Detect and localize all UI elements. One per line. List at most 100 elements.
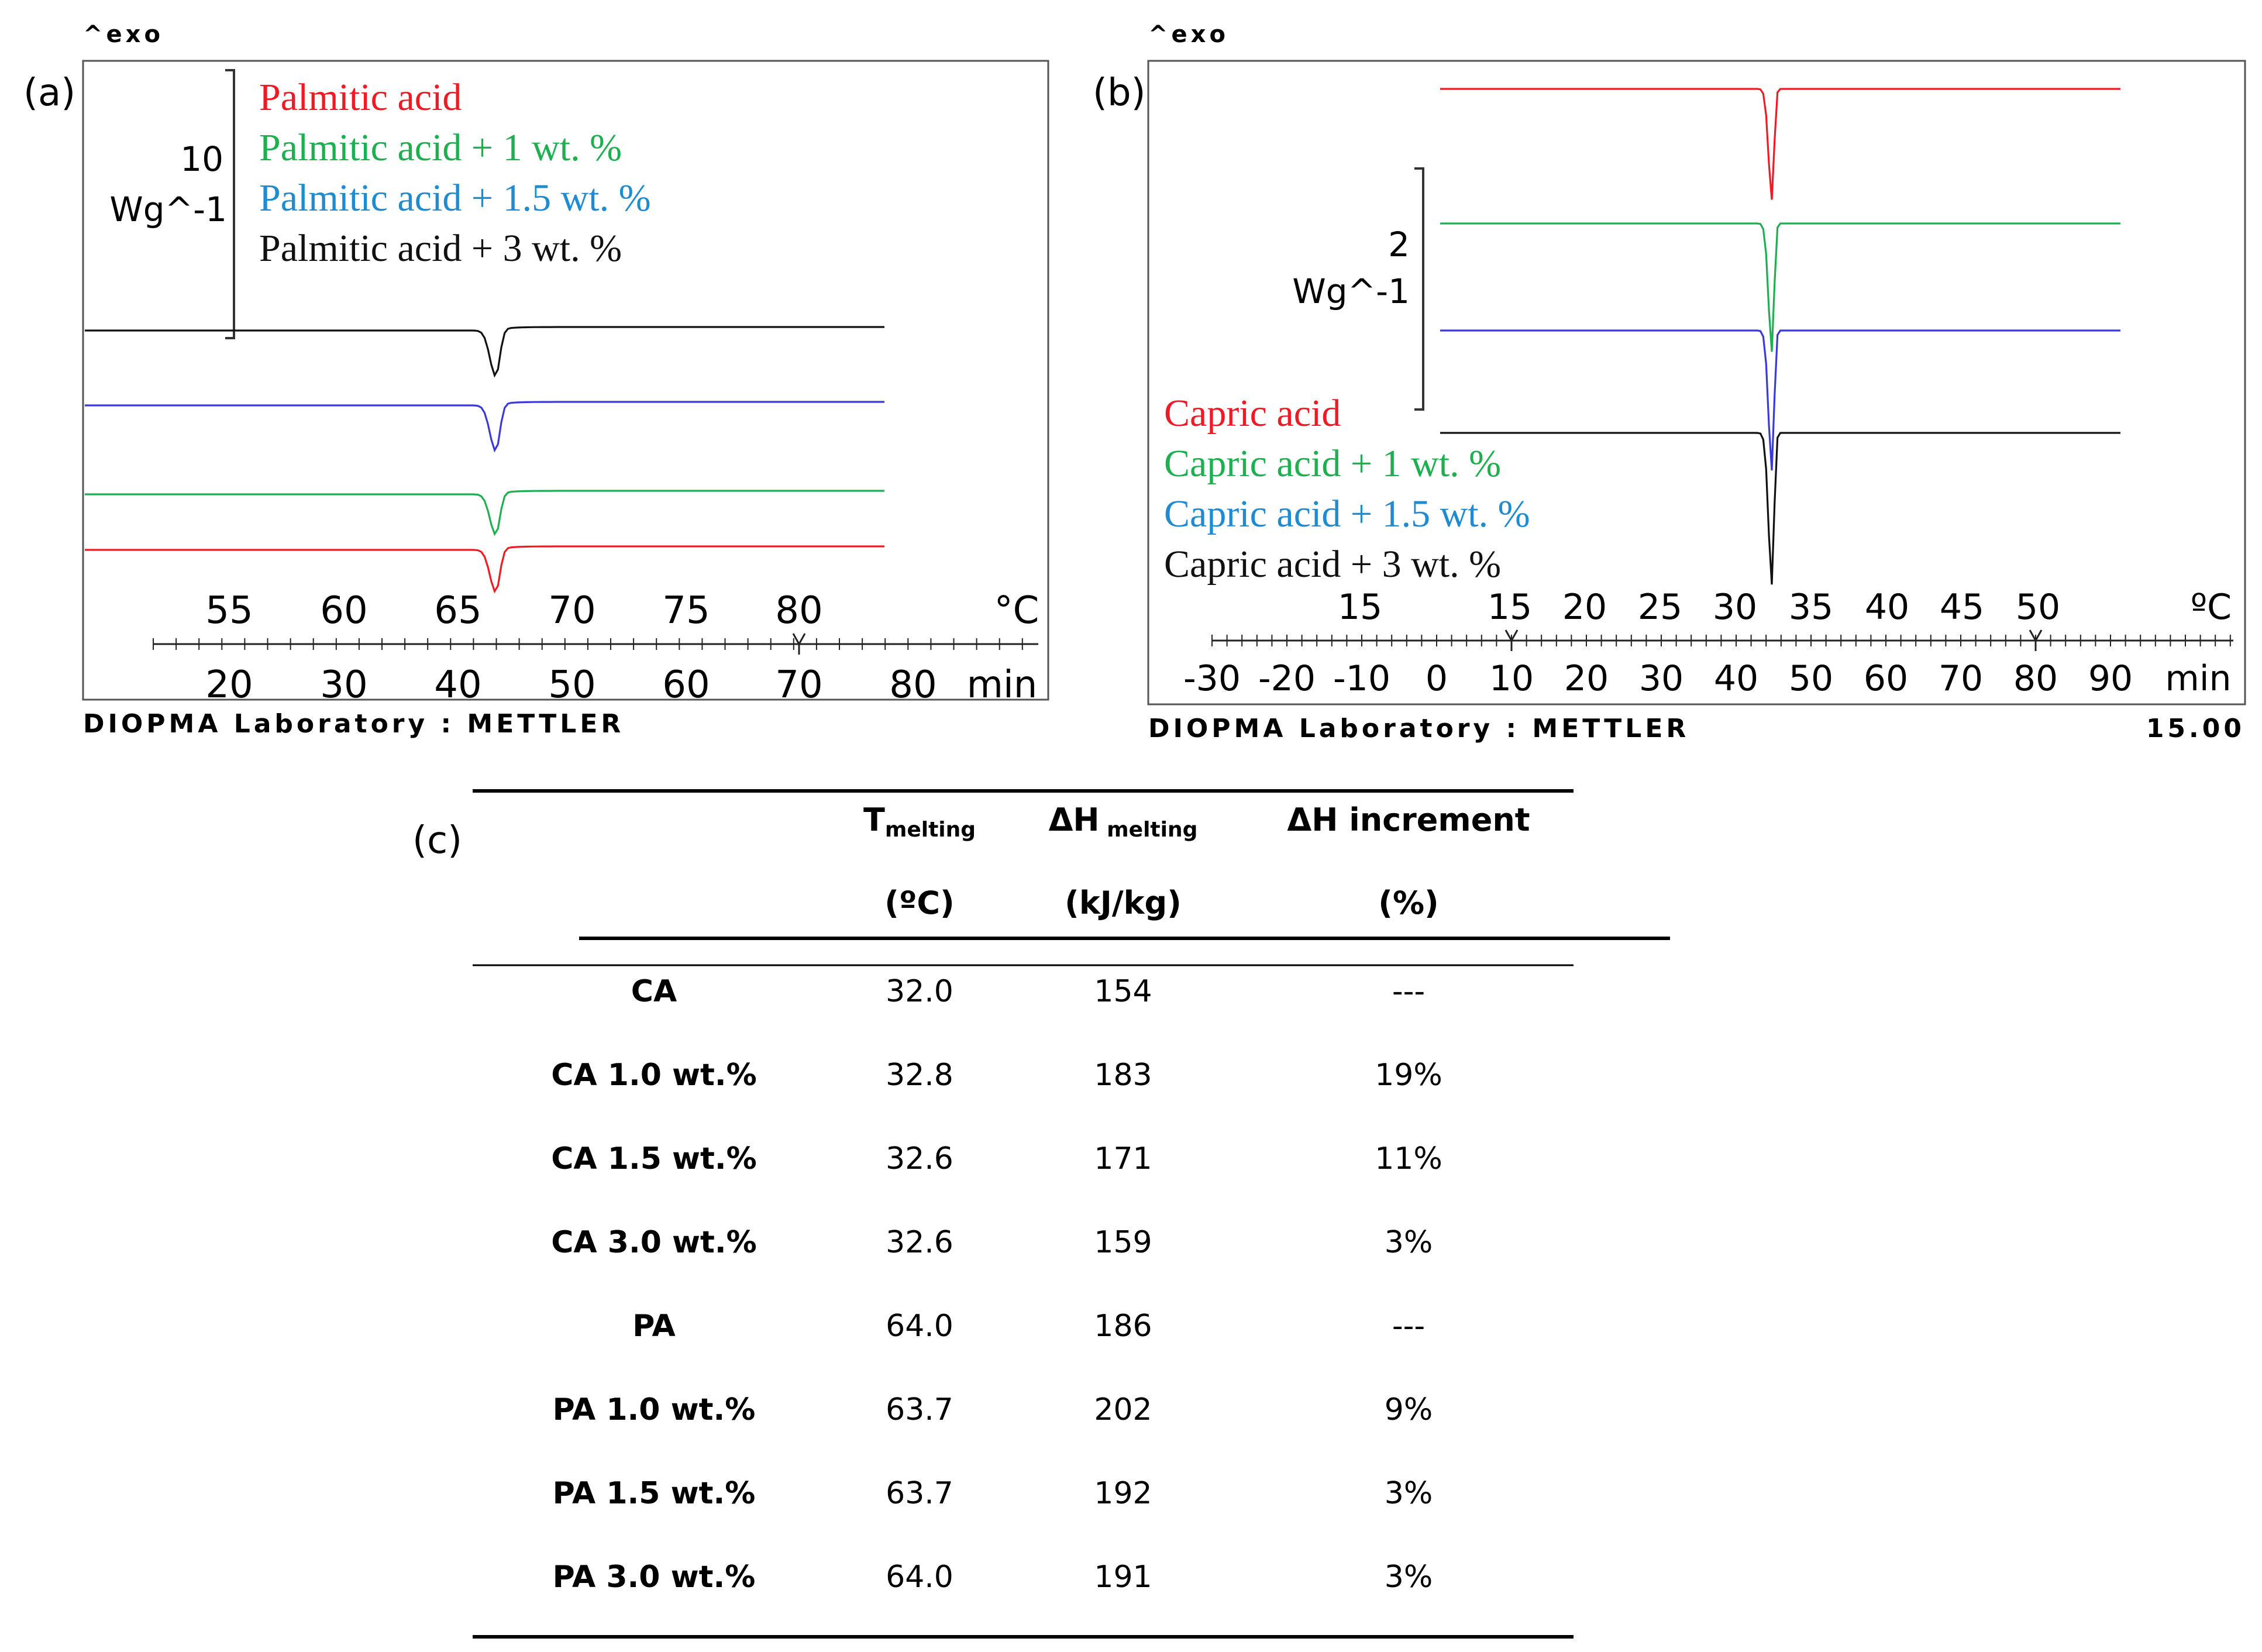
temp-tick-b-2: 15: [1488, 587, 1532, 628]
time-tick-b-4: 0: [1426, 658, 1448, 699]
col-unit-t: (ºC): [884, 884, 954, 921]
curves-a: [85, 326, 884, 594]
legend-item-b-4: Capric acid + 3 wt. %: [1164, 543, 1501, 586]
temp-tick-b-5: 30: [1713, 587, 1757, 628]
col-unit-inc: (%): [1378, 884, 1438, 921]
col-header-dh-sub: melting: [1100, 818, 1198, 842]
time-tick-b-2: -20: [1258, 658, 1316, 699]
row-label: PA 1.0 wt.%: [553, 1392, 756, 1427]
temp-tick-a-65: 65: [434, 589, 481, 632]
cell-dh-melting: 186: [1094, 1309, 1152, 1344]
temp-unit-b: ºC: [2191, 587, 2232, 628]
row-label: CA: [631, 974, 677, 1009]
time-tick-a-60: 60: [662, 663, 710, 707]
cell-dh-increment: 3%: [1385, 1225, 1433, 1260]
scale-value-a: 10: [180, 139, 223, 179]
cell-dh-increment: 3%: [1385, 1560, 1433, 1595]
col-header-t-main: T: [863, 801, 885, 838]
cell-dh-increment: ---: [1392, 974, 1425, 1009]
cell-t-melting: 64.0: [886, 1560, 953, 1595]
table-row: PA 1.0 wt.% 63.7 202 9%: [553, 1392, 1433, 1427]
time-tick-a-80: 80: [889, 663, 937, 707]
time-tick-b-3: -10: [1333, 658, 1390, 699]
row-label: PA: [632, 1309, 676, 1344]
scale-unit-b: Wg^-1: [1292, 271, 1410, 311]
temp-tick-a-75: 75: [662, 589, 710, 632]
temp-tick-a-60: 60: [320, 589, 367, 632]
footer-right-b: 15.00: [2146, 714, 2245, 744]
cell-dh-melting: 191: [1094, 1560, 1152, 1595]
row-label: PA 3.0 wt.%: [553, 1560, 756, 1595]
cell-dh-increment: 9%: [1385, 1392, 1433, 1427]
cell-t-melting: 63.7: [886, 1476, 953, 1511]
table-row: PA 3.0 wt.% 64.0 191 3%: [553, 1560, 1433, 1595]
temp-tick-a-80: 80: [775, 589, 822, 632]
b-series-line-4: [1440, 432, 2120, 585]
scale-bar-b: [1414, 167, 1424, 411]
cell-t-melting: 32.0: [886, 974, 953, 1009]
scale-unit-a: Wg^-1: [109, 190, 227, 229]
time-tick-b-10: 60: [1864, 658, 1908, 699]
axis-b-major-tick: [1504, 629, 1519, 651]
time-tick-a-70: 70: [775, 663, 822, 707]
temp-tick-b-4: 25: [1638, 587, 1682, 628]
time-unit-b: min: [2165, 658, 2231, 699]
legend-item-a-1: Palmitic acid: [259, 76, 462, 119]
cell-dh-increment: 11%: [1375, 1141, 1442, 1176]
temp-tick-b-8: 45: [1940, 587, 1984, 628]
time-tick-b-11: 70: [1939, 658, 1983, 699]
temp-tick-a-55: 55: [205, 589, 253, 632]
plot-frame-b: [1147, 60, 2246, 705]
time-axis-b: -30 -20 -10 0 10 20 30 40 50 60 70 80 90…: [1183, 658, 2232, 699]
a-series-line-3: [85, 401, 884, 453]
cell-dh-melting: 171: [1094, 1141, 1152, 1176]
temp-axis-a: 55 60 65 70 75 80 °C: [205, 589, 1039, 632]
temp-tick-b-3: 20: [1562, 587, 1607, 628]
temp-tick-b-6: 35: [1789, 587, 1833, 628]
cell-dh-melting: 159: [1094, 1225, 1152, 1260]
b-series-line-2: [1440, 222, 2120, 352]
time-tick-a-50: 50: [548, 663, 595, 707]
table-body: CA 32.0 154 --- CA 1.0 wt.% 32.8 183 19% CA 1.5 …: [551, 974, 1442, 1595]
table-row: CA 1.0 wt.% 32.8 183 19%: [551, 1058, 1442, 1093]
col-unit-dh: (kJ/kg): [1065, 884, 1182, 921]
cell-t-melting: 32.8: [886, 1058, 953, 1093]
exo-label-b: ^exo: [1148, 21, 1229, 48]
scale-bar-a: [225, 69, 235, 339]
cell-dh-melting: 192: [1094, 1476, 1152, 1511]
col-header-t: Tmelting: [863, 801, 976, 842]
row-label: CA 3.0 wt.%: [551, 1225, 756, 1260]
temp-tick-b-9: 50: [2016, 587, 2060, 628]
a-series-line-1: [85, 545, 884, 594]
footer-a: DIOPMA Laboratory : METTLER: [83, 709, 624, 739]
legend-item-b-1: Capric acid: [1164, 392, 1341, 435]
a-series-line-2: [85, 490, 884, 536]
row-label: CA 1.5 wt.%: [551, 1141, 756, 1176]
cell-dh-increment: 3%: [1385, 1476, 1433, 1511]
col-header-dh-main: ΔH: [1049, 801, 1100, 838]
time-tick-b-13: 90: [2088, 658, 2133, 699]
cell-t-melting: 32.6: [886, 1141, 953, 1176]
temp-tick-b-7: 40: [1865, 587, 1909, 628]
scale-value-b: 2: [1388, 225, 1410, 264]
axis-a-major-tick: [792, 633, 806, 655]
cell-t-melting: 64.0: [886, 1309, 953, 1344]
col-header-inc: ΔH increment: [1287, 801, 1530, 838]
col-header-t-sub: melting: [885, 818, 976, 842]
time-tick-a-30: 30: [320, 663, 367, 707]
time-tick-b-7: 30: [1639, 658, 1683, 699]
time-axis-a: 20 30 40 50 60 70 80 min: [205, 663, 1037, 707]
panel-label-b: (b): [1093, 71, 1146, 115]
table-row: PA 1.5 wt.% 63.7 192 3%: [553, 1476, 1433, 1511]
time-tick-b-6: 20: [1564, 658, 1609, 699]
cell-t-melting: 32.6: [886, 1225, 953, 1260]
row-label: CA 1.0 wt.%: [551, 1058, 756, 1093]
time-tick-b-8: 40: [1714, 658, 1758, 699]
temp-axis-b: 15 15 20 25 30 35 40 45 50 ºC: [1338, 587, 2232, 628]
panel-label-c: (c): [412, 819, 462, 862]
cell-dh-melting: 202: [1094, 1392, 1152, 1427]
legend-item-b-2: Capric acid + 1 wt. %: [1164, 442, 1501, 485]
legend-item-b-3: Capric acid + 1.5 wt. %: [1164, 493, 1530, 535]
panel-b: ^exo (b) 2 Wg^-1 Capric acid Capric acid…: [1093, 21, 2246, 744]
